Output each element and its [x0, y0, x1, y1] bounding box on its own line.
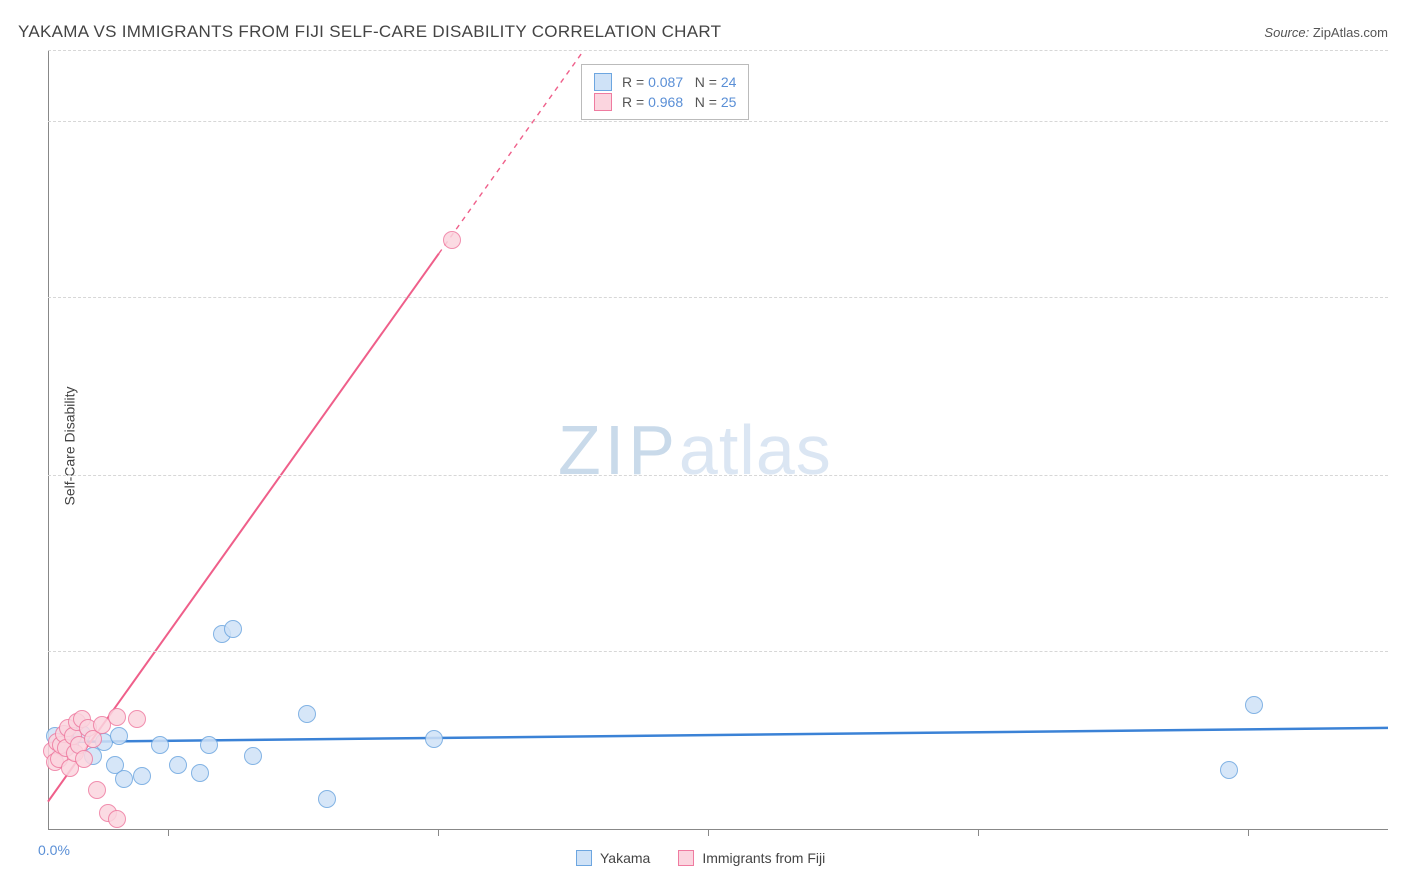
source-value: ZipAtlas.com	[1313, 25, 1388, 40]
legend-series-name: Immigrants from Fiji	[702, 850, 825, 866]
scatter-chart: ZIPatlas 6.3%12.5%18.8%25.0%0.0%60.0%R =…	[48, 50, 1388, 830]
legend-row: R = 0.087 N = 24	[594, 73, 736, 91]
x-tick	[168, 830, 169, 836]
data-point	[1220, 761, 1238, 779]
legend-swatch	[594, 93, 612, 111]
data-point	[200, 736, 218, 754]
grid-line	[48, 297, 1388, 298]
legend-series-name: Yakama	[600, 850, 650, 866]
data-point	[75, 750, 93, 768]
data-point	[151, 736, 169, 754]
grid-line	[48, 475, 1388, 476]
legend-row: R = 0.968 N = 25	[594, 93, 736, 111]
correlation-legend: R = 0.087 N = 24 R = 0.968 N = 25	[581, 64, 749, 120]
data-point	[244, 747, 262, 765]
source-attribution: Source: ZipAtlas.com	[1264, 25, 1388, 40]
legend-swatch	[678, 850, 694, 866]
data-point	[318, 790, 336, 808]
grid-line	[48, 50, 1388, 51]
legend-swatch	[576, 850, 592, 866]
data-point	[224, 620, 242, 638]
x-tick	[1248, 830, 1249, 836]
legend-swatch	[594, 73, 612, 91]
data-point	[425, 730, 443, 748]
data-point	[128, 710, 146, 728]
data-point	[108, 708, 126, 726]
grid-line	[48, 121, 1388, 122]
legend-text: R = 0.087 N = 24	[622, 74, 736, 90]
data-point	[191, 764, 209, 782]
data-point	[115, 770, 133, 788]
legend-text: R = 0.968 N = 25	[622, 94, 736, 110]
chart-title: YAKAMA VS IMMIGRANTS FROM FIJI SELF-CARE…	[18, 22, 721, 42]
data-point	[298, 705, 316, 723]
data-point	[169, 756, 187, 774]
x-tick	[708, 830, 709, 836]
data-point	[110, 727, 128, 745]
regression-line	[48, 728, 1388, 742]
x-tick-label: 0.0%	[38, 842, 70, 858]
source-label: Source:	[1264, 25, 1309, 40]
series-legend: Yakama Immigrants from Fiji	[576, 850, 845, 866]
data-point	[108, 810, 126, 828]
data-point	[133, 767, 151, 785]
x-axis	[48, 829, 1388, 830]
y-axis	[48, 50, 49, 830]
data-point	[1245, 696, 1263, 714]
grid-line	[48, 651, 1388, 652]
watermark: ZIPatlas	[558, 410, 832, 490]
x-tick	[438, 830, 439, 836]
data-point	[443, 231, 461, 249]
x-tick	[978, 830, 979, 836]
data-point	[88, 781, 106, 799]
regression-line-extrapolated	[439, 50, 584, 254]
